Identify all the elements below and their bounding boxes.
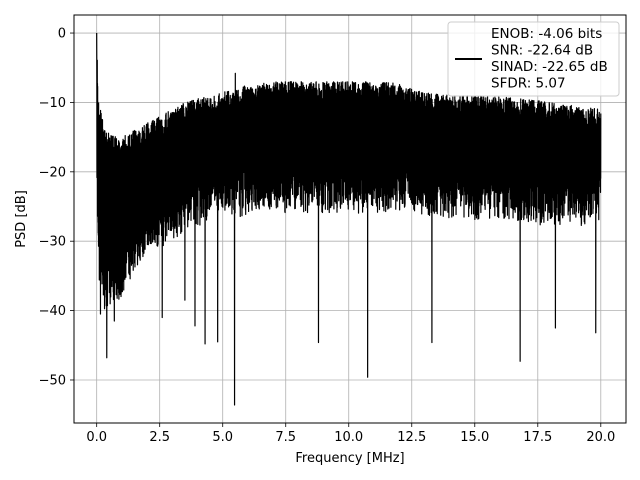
y-axis: 0 −10 −20 −30 −40 −50 (39, 27, 74, 388)
x-tick-label: 2.5 (149, 430, 170, 445)
axes-frame (73, 14, 627, 424)
x-tick-label: 12.5 (397, 430, 426, 445)
legend-entry-sinad: SINAD: -22.65 dB (491, 59, 608, 75)
y-tick-label: −10 (39, 96, 66, 111)
x-tick-label: 20.0 (586, 430, 615, 445)
legend-entry-snr: SNR: -22.64 dB (491, 43, 593, 59)
legend: ENOB: -4.06 bits SNR: -22.64 dB SINAD: -… (447, 21, 620, 97)
legend-entry-sfdr: SFDR: 5.07 (491, 76, 566, 92)
x-tick-label: 5.0 (212, 430, 233, 445)
x-tick-label: 10.0 (334, 430, 363, 445)
legend-entry-enob: ENOB: -4.06 bits (491, 26, 602, 42)
y-axis-label: PSD [dB] (14, 190, 29, 248)
x-tick-label: 7.5 (275, 430, 296, 445)
y-tick-label: −30 (39, 235, 66, 250)
psd-series-line (96, 33, 602, 406)
legend-box (447, 21, 620, 97)
y-tick-label: −50 (39, 373, 66, 388)
y-tick-label: −40 (39, 304, 66, 319)
x-tick-label: 17.5 (523, 430, 552, 445)
y-tick-label: 0 (58, 27, 66, 42)
x-tick-label: 15.0 (460, 430, 489, 445)
x-axis-label: Frequency [MHz] (295, 451, 404, 466)
plot-area (96, 33, 602, 406)
x-tick-label: 0.0 (86, 430, 107, 445)
x-axis: 0.0 2.5 5.0 7.5 10.0 12.5 15.0 17.5 20.0 (86, 423, 615, 445)
y-tick-label: −20 (39, 165, 66, 180)
